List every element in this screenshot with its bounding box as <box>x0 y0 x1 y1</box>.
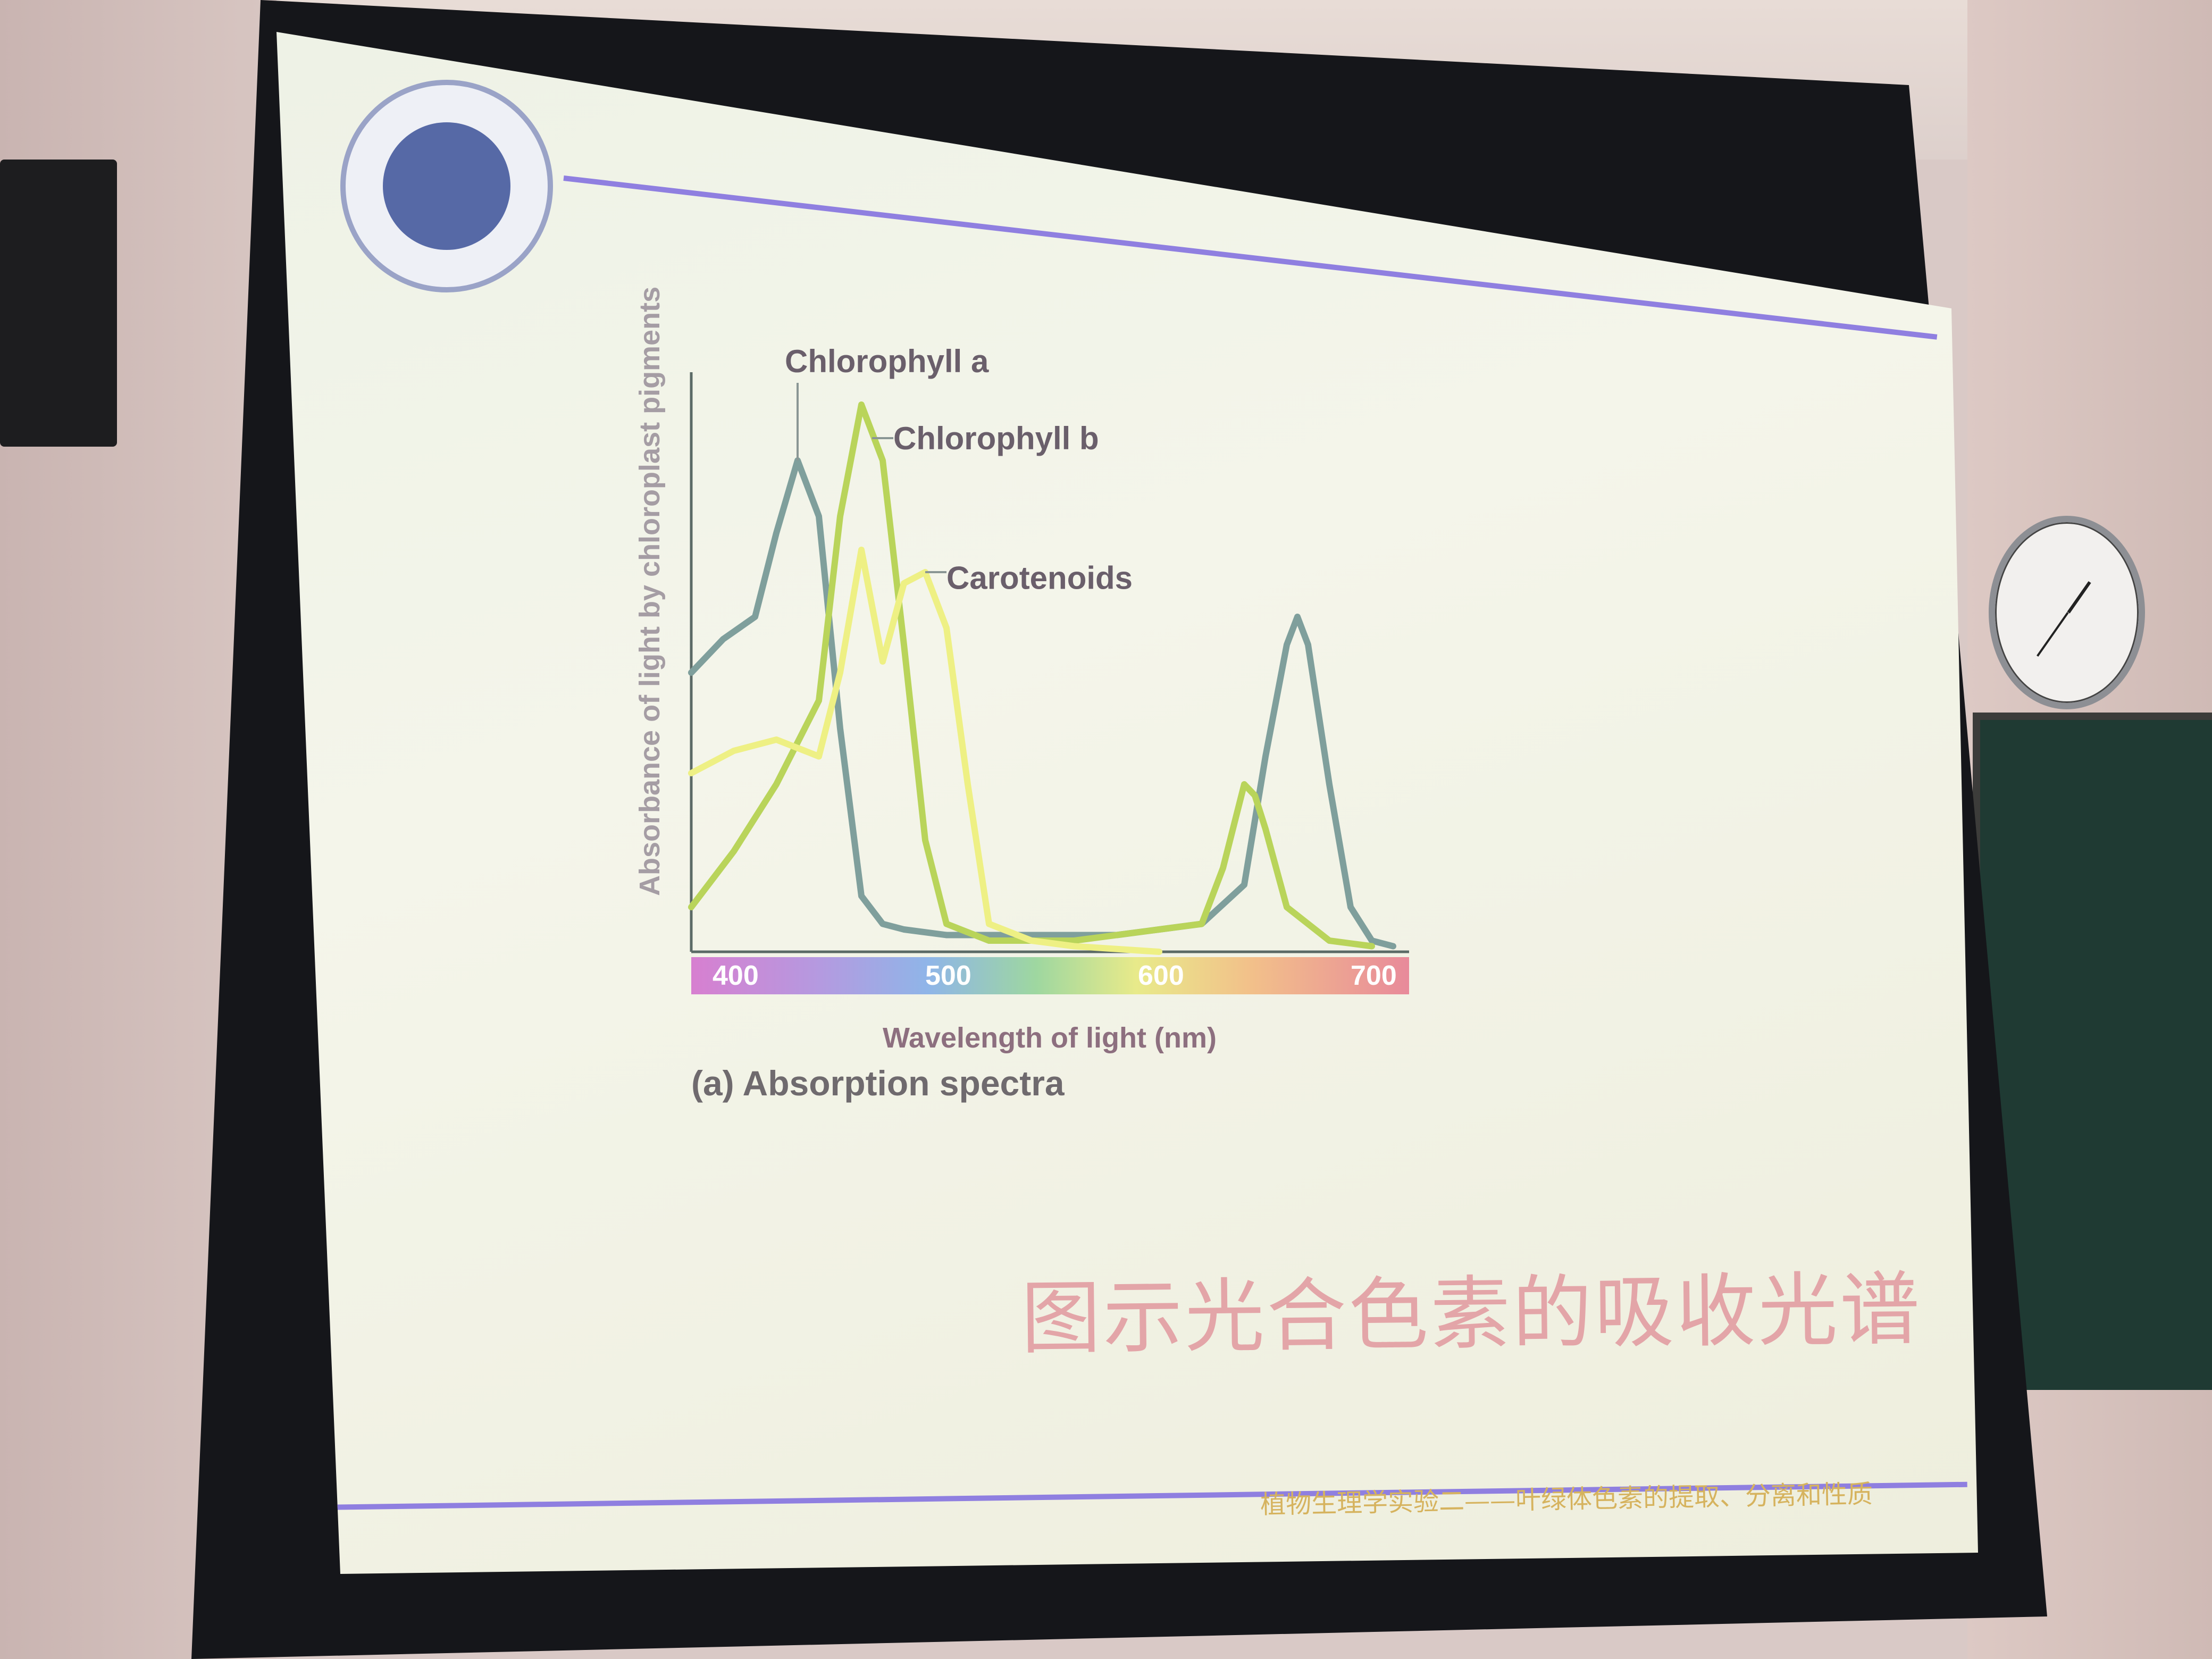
y-axis-label: Absorbance of light by chloroplast pigme… <box>634 287 666 896</box>
slide-title: 图示光合色素的吸收光谱 <box>1020 1263 1923 1365</box>
carotenoids-label: Carotenoids <box>946 560 1133 596</box>
x-tick-label: 600 <box>1138 960 1184 991</box>
chlorophyll-a-curve <box>688 457 1396 950</box>
panel-label: (a) Absorption spectra <box>691 1063 1065 1103</box>
spectrum-band <box>691 957 1409 994</box>
x-tick-label: 500 <box>925 960 971 991</box>
x-axis-label: Wavelength of light (nm) <box>883 1022 1217 1054</box>
slide-footer: 植物生理学实验二——叶绿体色素的提取、分离和性质 <box>1260 1479 1873 1520</box>
logo-emblem <box>383 122 510 250</box>
wall-clock <box>1989 516 2145 709</box>
chlorophyll-b-label: Chlorophyll b <box>893 421 1099 456</box>
carotenoids-curve <box>688 547 1162 955</box>
clock-minute-hand <box>2037 611 2069 657</box>
university-logo <box>340 80 553 292</box>
x-tick-label: 700 <box>1351 960 1397 991</box>
clock-hour-hand <box>2067 581 2091 614</box>
projected-slide: 400 500 600 700 Chlorophyll a Chlorophyll b Ca… <box>276 32 1978 1574</box>
chlorophyll-b-curve <box>688 401 1375 950</box>
wall-speaker <box>0 160 117 447</box>
chlorophyll-a-label: Chlorophyll a <box>785 343 989 379</box>
x-tick-label: 400 <box>713 960 759 991</box>
absorption-chart: 400 500 600 700 Chlorophyll a Chlorophyll b Ca… <box>634 287 1409 1103</box>
